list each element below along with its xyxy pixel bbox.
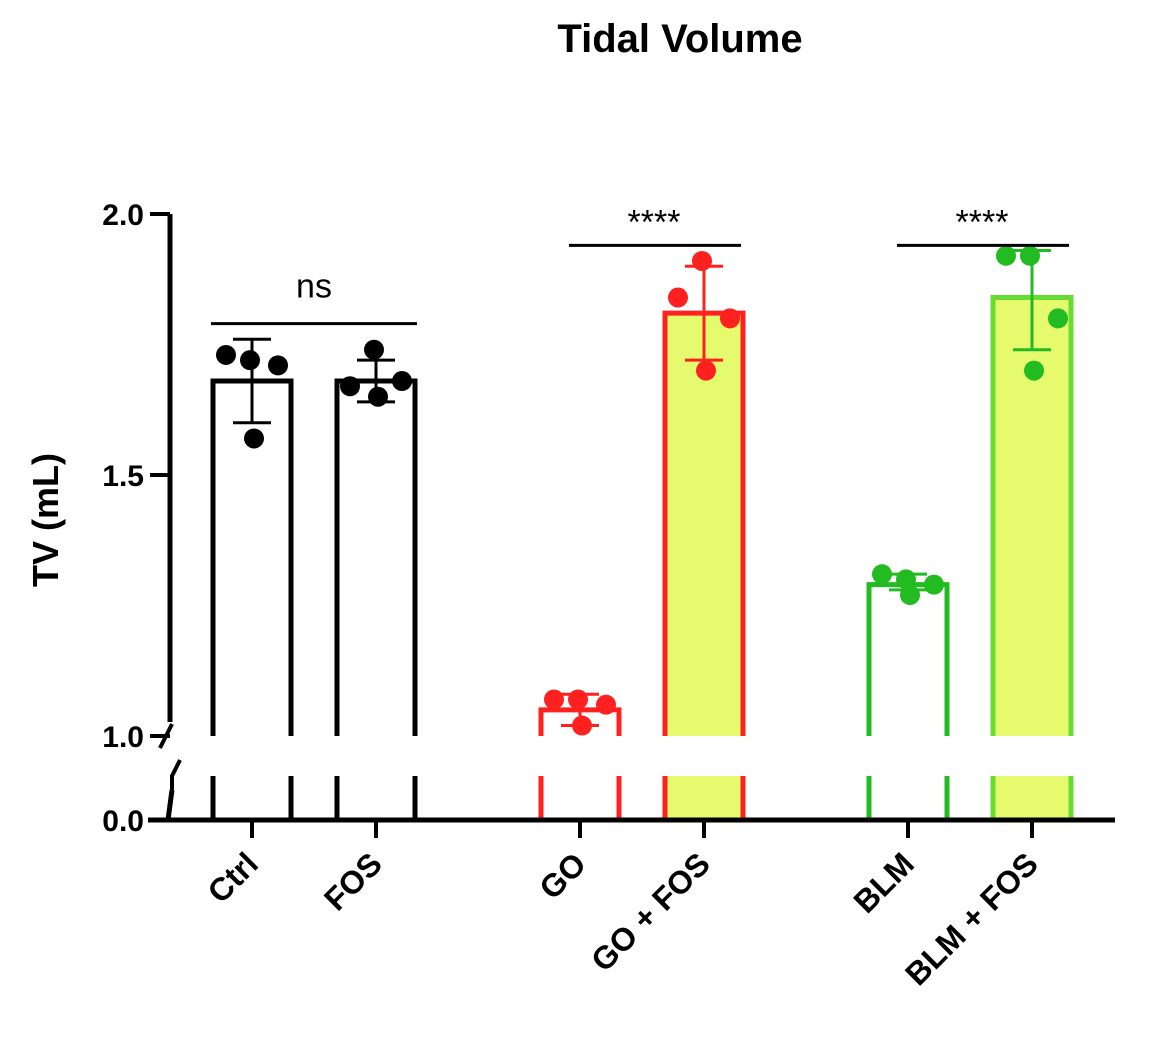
data-point <box>544 689 564 710</box>
data-point <box>268 355 288 376</box>
significance-label: **** <box>956 203 1009 241</box>
y-tick-label: 1.0 <box>102 721 144 754</box>
chart-title: Tidal Volume <box>557 17 802 61</box>
y-tick-label: 2.0 <box>102 199 144 232</box>
data-point <box>1024 360 1044 381</box>
data-point <box>996 245 1016 266</box>
data-point <box>896 569 916 590</box>
bar-fill-lower <box>993 776 1071 820</box>
data-point <box>572 715 592 736</box>
data-point <box>900 585 920 606</box>
data-point <box>392 371 412 392</box>
x-tick-label: FOS <box>317 845 389 917</box>
bar-outline-upper <box>866 582 950 736</box>
data-point <box>596 694 616 715</box>
data-point <box>692 250 712 271</box>
y-axis-line <box>165 789 175 821</box>
data-point <box>568 689 588 710</box>
bar-fill-upper <box>665 313 743 736</box>
x-tick-label: BLM + FOS <box>898 845 1045 992</box>
data-point <box>1020 245 1040 266</box>
x-tick-label: Ctrl <box>201 845 265 909</box>
data-point <box>720 308 740 329</box>
significance-label: **** <box>628 203 681 241</box>
data-point <box>364 339 384 360</box>
data-point <box>1048 308 1068 329</box>
data-point <box>696 360 716 381</box>
data-point <box>668 287 688 308</box>
bar-fill-lower <box>665 776 743 820</box>
significance-label: ns <box>296 268 332 306</box>
x-tick-label: BLM <box>846 845 920 919</box>
x-tick-label: GO + FOS <box>584 845 717 978</box>
data-point <box>924 574 944 595</box>
data-point <box>244 428 264 449</box>
bar-outline-upper <box>334 378 418 736</box>
x-tick-label: GO <box>532 845 593 906</box>
data-point <box>872 564 892 585</box>
y-axis-label: TV (mL) <box>25 453 66 587</box>
y-tick-label: 1.5 <box>102 460 144 493</box>
data-point <box>216 344 236 365</box>
axis-break-mark <box>170 759 182 790</box>
data-point <box>340 376 360 397</box>
data-point <box>368 386 388 407</box>
y-tick-label: 0.0 <box>102 805 144 838</box>
data-point <box>240 350 260 371</box>
